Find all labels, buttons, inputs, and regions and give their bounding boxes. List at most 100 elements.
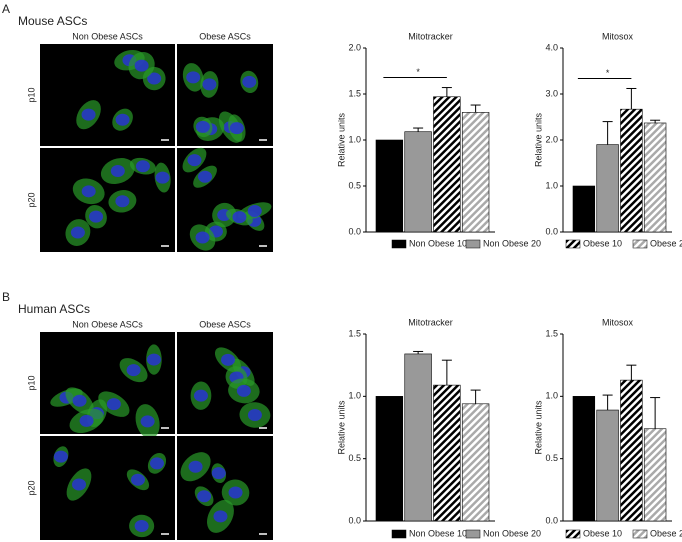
cell-nucleus: [155, 171, 170, 184]
cell-nucleus: [202, 78, 217, 91]
legend-swatch: [465, 529, 481, 539]
cell-nucleus: [135, 160, 150, 173]
y-axis-label: Relative units: [336, 112, 346, 167]
cell-nucleus: [198, 170, 213, 183]
cell-nucleus: [89, 210, 104, 223]
cell-nucleus: [221, 353, 236, 366]
bar: [461, 403, 490, 522]
error-bar: [650, 119, 661, 123]
legend-swatch: [565, 239, 581, 249]
legend-swatch: [632, 239, 648, 249]
error-bar: [626, 87, 637, 110]
column-label: Obese ASCs: [199, 31, 251, 41]
y-tick-label: 1.5: [545, 328, 558, 338]
panel-title: Human ASCs: [18, 302, 90, 316]
y-tick-label: 0.0: [545, 226, 558, 236]
y-tick-label: 4.0: [545, 42, 558, 52]
legend-swatch: [565, 529, 581, 539]
legend-swatch: [391, 239, 407, 249]
error-bar: [470, 389, 481, 404]
cell-nucleus: [213, 510, 228, 523]
cell-nucleus: [130, 473, 145, 486]
column-label: Non Obese ASCs: [72, 319, 143, 329]
cell-nucleus: [53, 450, 68, 463]
cell-nucleus: [195, 120, 210, 133]
micrograph: [40, 44, 175, 146]
y-tick-label: 0.5: [348, 453, 361, 463]
bar: [620, 108, 643, 233]
y-tick-label: 1.5: [348, 88, 361, 98]
legend-label: Non Obese 10: [409, 238, 467, 248]
bar: [375, 396, 404, 522]
bar: [572, 396, 596, 522]
panel-letter: A: [2, 2, 10, 16]
y-tick-label: 1.5: [348, 328, 361, 338]
bar: [596, 409, 619, 522]
y-tick-label: 0.0: [348, 515, 361, 525]
cell-nucleus: [106, 398, 121, 411]
cell-nucleus: [147, 72, 162, 85]
cell-nucleus: [81, 185, 96, 198]
y-tick-label: 1.0: [545, 180, 558, 190]
error-bar: [650, 397, 661, 429]
error-bar: [602, 121, 613, 145]
cell-nucleus: [188, 460, 203, 473]
y-tick-label: 1.0: [348, 391, 361, 401]
y-tick-label: 0.5: [348, 180, 361, 190]
chart-title: Mitotracker: [408, 317, 453, 327]
row-label: p10: [26, 375, 36, 390]
cell-nucleus: [115, 195, 130, 208]
bar: [643, 122, 667, 233]
cell-nucleus: [72, 394, 87, 407]
legend-label: Obese 20: [650, 528, 682, 538]
error-bar: [441, 359, 452, 386]
y-tick-label: 2.0: [545, 134, 558, 144]
cell-nucleus: [140, 415, 155, 428]
cell-nucleus: [228, 486, 243, 499]
y-axis-label: Relative units: [336, 400, 346, 455]
cell-nucleus: [187, 154, 202, 167]
legend-label: Obese 20: [650, 238, 682, 248]
panel-letter: B: [2, 290, 10, 304]
cell-nucleus: [232, 211, 247, 224]
legend-label: Non Obese 20: [483, 528, 541, 538]
cell-nucleus: [236, 384, 251, 397]
y-tick-label: 2.0: [348, 42, 361, 52]
cell-nucleus: [247, 204, 262, 217]
cell-nucleus: [70, 226, 85, 239]
bar: [461, 112, 490, 233]
bar: [404, 131, 432, 233]
legend-label: Obese 10: [583, 238, 622, 248]
error-bar: [602, 394, 613, 411]
error-bar: [626, 364, 637, 381]
bar: [433, 384, 461, 522]
y-tick-label: 0.0: [348, 226, 361, 236]
legend-label: Non Obese 20: [483, 238, 541, 248]
cell-nucleus: [126, 364, 141, 377]
row-label: p20: [26, 480, 36, 495]
cell-nucleus: [79, 414, 94, 427]
bar: [433, 96, 461, 233]
y-tick-label: 0.0: [545, 515, 558, 525]
y-tick-label: 3.0: [545, 88, 558, 98]
y-tick-label: 0.5: [545, 453, 558, 463]
cell-nucleus: [72, 478, 87, 491]
error-bar: [413, 350, 424, 354]
row-label: p10: [26, 87, 36, 102]
cell-nucleus: [247, 408, 262, 421]
error-bar: [441, 87, 452, 97]
legend-swatch: [391, 529, 407, 539]
cell-nucleus: [149, 457, 164, 470]
cell-nucleus: [193, 389, 208, 402]
cell-nucleus: [134, 519, 149, 532]
column-label: Obese ASCs: [199, 319, 251, 329]
bar: [404, 353, 432, 522]
cell-nucleus: [146, 353, 161, 366]
significance-label: *: [606, 68, 610, 78]
y-axis-label: Relative units: [533, 112, 543, 167]
row-label: p20: [26, 192, 36, 207]
cell-nucleus: [195, 231, 210, 244]
cell-nucleus: [229, 122, 244, 135]
cell-nucleus: [186, 71, 201, 84]
